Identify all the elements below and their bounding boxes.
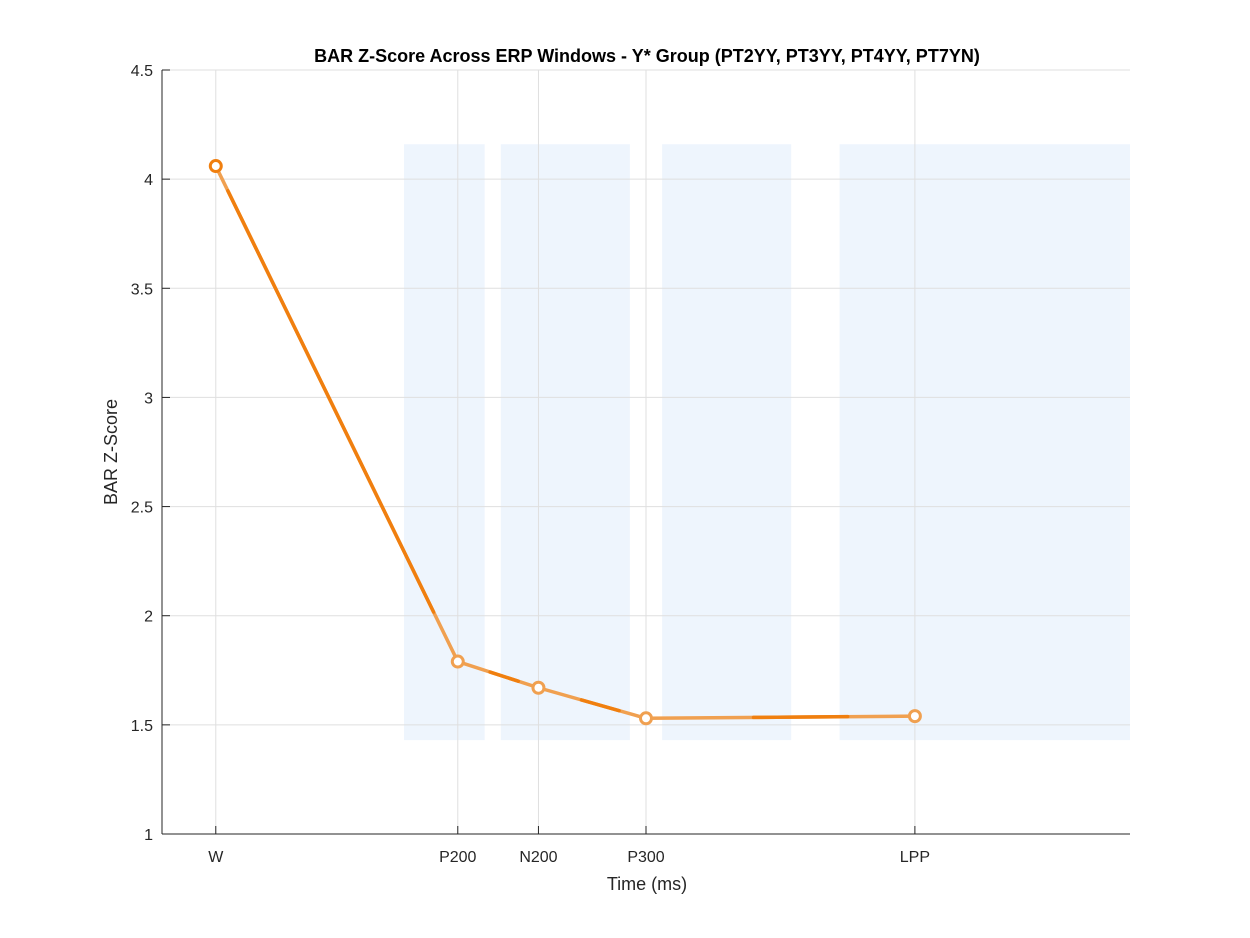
y-tick-label-0: 1 [144, 827, 153, 844]
x-tick-label-P200: P200 [439, 849, 476, 866]
series-line-highlight-0 [226, 189, 436, 614]
tick-labels: 1 1.5 2 2.5 3 3.5 4 4.5 W P200 N200 P300 LPP [131, 63, 930, 866]
erp-window-shade-1 [404, 144, 485, 741]
data-point-N200 [531, 680, 546, 695]
data-point-P300 [639, 711, 653, 726]
series-line-highlight-1 [488, 670, 521, 683]
y-axis-label: BAR Z-Score [101, 399, 121, 505]
y-tick-label-6: 4 [144, 172, 153, 189]
x-tick-label-N200: N200 [519, 849, 557, 866]
series-line-highlight-3 [751, 714, 850, 720]
x-tick-label-LPP: LPP [900, 849, 930, 866]
y-tick-label-7: 4.5 [131, 63, 153, 80]
erp-window-shade-4 [839, 144, 1130, 741]
y-tick-label-5: 3.5 [131, 281, 153, 298]
chart-title: BAR Z-Score Across ERP Windows - Y* Grou… [314, 46, 980, 66]
data-point-W [208, 159, 223, 174]
erp-window-shade-2 [500, 144, 630, 741]
y-tick-label-2: 2 [144, 609, 153, 626]
data-series [208, 159, 922, 726]
x-axis-label: Time (ms) [607, 874, 687, 894]
x-tick-label-W: W [208, 849, 224, 866]
y-tick-label-3: 2.5 [131, 500, 153, 517]
data-point-LPP [907, 709, 922, 724]
data-point-P200 [450, 654, 465, 669]
y-tick-label-1: 1.5 [131, 718, 153, 735]
erp-window-shade-3 [662, 144, 792, 741]
y-tick-label-4: 3 [144, 390, 153, 407]
series-line-highlight-2 [579, 698, 621, 713]
x-tick-label-P300: P300 [627, 849, 664, 866]
erp-window-shading [404, 144, 1130, 741]
axes [161, 69, 1130, 835]
